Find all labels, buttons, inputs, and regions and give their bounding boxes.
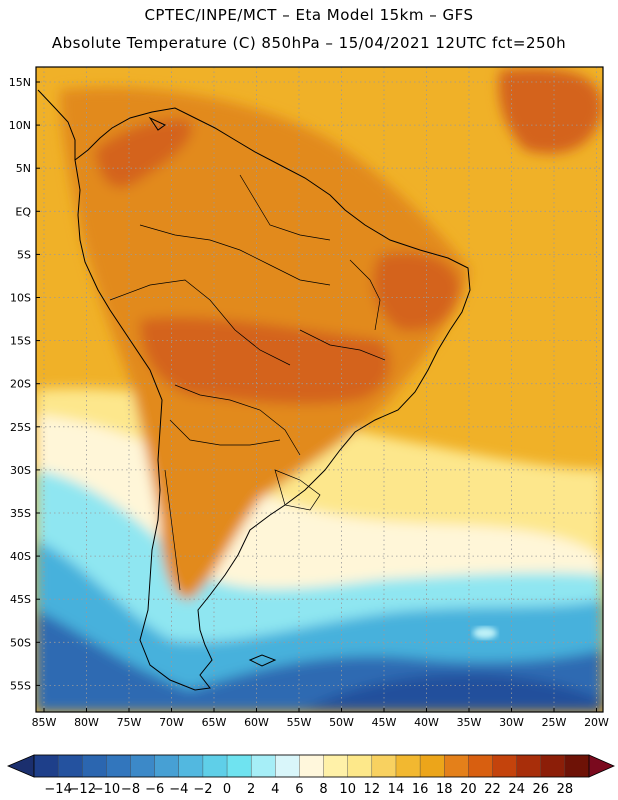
lon-tick-label: 45W	[372, 716, 397, 729]
colorbar-label: 4	[271, 782, 279, 797]
lat-tick-label: 5N	[16, 162, 31, 175]
colorbar-label: 14	[388, 782, 405, 797]
colorbar-swatch	[250, 754, 276, 778]
colorbar-swatch	[33, 754, 59, 778]
colorbar-label: −10	[93, 782, 120, 797]
colorbar-swatch	[154, 754, 180, 778]
colorbar-label: −14	[44, 782, 71, 797]
temperature-field	[36, 67, 603, 712]
colorbar-label: −6	[145, 782, 164, 797]
colorbar-label: 6	[295, 782, 303, 797]
colorbar-swatch	[516, 754, 542, 778]
latitude-axis: 15N 10N 5N EQ 5S 10S 15S 20S 25S 30S 35S 40S 45S 50S 5…	[9, 76, 40, 692]
lon-tick-label: 20W	[584, 716, 609, 729]
land-very-hot-northeast	[372, 251, 460, 331]
colorbar-label: −4	[169, 782, 188, 797]
central-america-coast	[37, 89, 76, 160]
lon-tick-label: 65W	[202, 716, 227, 729]
colorbar-label: 26	[532, 782, 549, 797]
colorbar-swatch	[347, 754, 373, 778]
map-title-line1: CPTEC/INPE/MCT – Eta Model 15km – GFS	[144, 6, 474, 24]
colorbar-swatch	[564, 754, 590, 778]
colorbar-label: 12	[364, 782, 381, 797]
colorbar-label: 8	[319, 782, 327, 797]
caribbean-island	[148, 116, 166, 131]
lon-tick-label: 55W	[287, 716, 312, 729]
andes-hot-strip	[95, 119, 192, 188]
colorbar-label: −12	[69, 782, 96, 797]
colorbar-label: −8	[121, 782, 140, 797]
lat-tick-label: 50S	[10, 636, 31, 649]
lat-tick-label: EQ	[15, 205, 31, 218]
colorbar-swatch	[444, 754, 469, 778]
colorbar-swatch	[130, 754, 156, 778]
lat-tick-label: 20S	[10, 378, 31, 391]
colorbar-swatch	[299, 754, 325, 778]
land-very-hot-region	[140, 317, 391, 405]
colorbar-label: 28	[557, 782, 574, 797]
lon-tick-label: 40W	[414, 716, 439, 729]
colorbar-label: 24	[508, 782, 525, 797]
colorbar-label: 16	[412, 782, 429, 797]
colorbar-label: 20	[460, 782, 477, 797]
lat-tick-label: 55S	[10, 679, 31, 692]
colorbar-swatch	[492, 754, 518, 778]
plot-frame	[35, 66, 604, 713]
lon-tick-label: 50W	[329, 716, 354, 729]
lon-tick-label: 30W	[499, 716, 524, 729]
lat-tick-label: 5S	[17, 248, 31, 261]
lon-tick-label: 60W	[244, 716, 269, 729]
ocean-hot-north-atlantic	[498, 68, 603, 154]
lon-tick-label: 25W	[542, 716, 567, 729]
colorbar-label: 2	[247, 782, 255, 797]
lon-tick-label: 70W	[159, 716, 184, 729]
lon-tick-label: 75W	[117, 716, 142, 729]
lat-tick-label: 15S	[10, 335, 31, 348]
colorbar-label: 22	[484, 782, 501, 797]
colorbar-frame	[33, 754, 590, 778]
colorbar-swatch	[275, 754, 300, 778]
colorbar-over-arrow	[588, 754, 615, 778]
colorbar-label: −2	[193, 782, 212, 797]
colorbar-swatch	[82, 754, 107, 778]
lat-tick-label: 45S	[10, 593, 31, 606]
map-title-line2: Absolute Temperature (C) 850hPa – 15/04/…	[51, 34, 567, 52]
colorbar-swatch	[106, 754, 132, 778]
colorbar-label: 0	[223, 782, 231, 797]
colorbar-label: 18	[436, 782, 453, 797]
colorbar-swatch	[202, 754, 228, 778]
colorbar-swatch	[323, 754, 349, 778]
lon-tick-label: 85W	[32, 716, 57, 729]
lat-tick-label: 30S	[10, 464, 31, 477]
falkland-islands	[248, 654, 277, 667]
ocean-deepest-band	[300, 673, 603, 712]
colorbar-swatch	[226, 754, 252, 778]
colorbar-swatch	[468, 754, 493, 778]
colorbar-under-arrow	[6, 754, 35, 778]
longitude-axis: 85W 80W 75W 70W 65W 60W 55W 50W 45W 40W 35W 30W 25W 2…	[32, 708, 609, 729]
lon-tick-label: 80W	[74, 716, 99, 729]
colorbar-swatch	[419, 754, 445, 778]
colorbar-swatch	[178, 754, 204, 778]
colorbar-swatch	[371, 754, 397, 778]
colorbar-label: 10	[339, 782, 356, 797]
temperature-colorbar: −14−12−10 −8 −6 −4 −2 0 2 4 6 8 10 12 14 16 18 20 22 24 26…	[6, 754, 615, 797]
graticule	[36, 67, 603, 712]
lat-tick-label: 10S	[10, 292, 31, 305]
lat-tick-label: 10N	[9, 119, 31, 132]
colorbar-swatch	[540, 754, 566, 778]
lon-tick-label: 35W	[457, 716, 482, 729]
country-borders	[109, 174, 386, 591]
lat-tick-label: 15N	[9, 76, 31, 89]
lat-tick-label: 40S	[10, 550, 31, 563]
colorbar-swatch	[57, 754, 83, 778]
lat-tick-label: 25S	[10, 421, 31, 434]
lat-tick-label: 35S	[10, 507, 31, 520]
colorbar-swatch	[395, 754, 421, 778]
cold-spot	[473, 627, 497, 639]
